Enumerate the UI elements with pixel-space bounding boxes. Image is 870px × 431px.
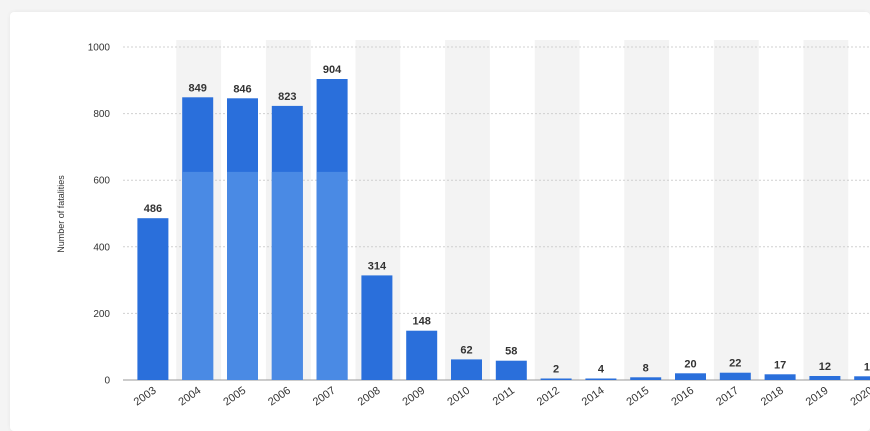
x-tick-label: 2012 (535, 385, 562, 409)
bar (361, 275, 393, 380)
data-label: 2 (553, 364, 559, 376)
x-tick-label: 2006 (266, 385, 293, 409)
bars (137, 79, 870, 381)
bar (630, 377, 662, 380)
data-label: 62 (460, 344, 472, 356)
x-tick-label: 2003 (132, 385, 159, 409)
bar-shade (271, 171, 303, 380)
bar (809, 376, 841, 380)
y-axis-label: Number of fatalities (56, 175, 66, 253)
x-tick-label: 2018 (759, 385, 786, 409)
y-tick-label: 1000 (88, 43, 111, 54)
x-axis-ticks: 2003 2004 2005 2006 2007 2008 2009 2010 2011 2012… (132, 385, 870, 409)
x-tick-label: 2019 (804, 385, 831, 409)
bar (495, 360, 527, 380)
data-label: 148 (413, 316, 431, 328)
y-axis-ticks: 0 200 400 600 800 1000 (88, 43, 111, 387)
y-tick-label: 0 (104, 376, 110, 387)
y-tick-label: 200 (93, 309, 110, 320)
x-tick-label: 2008 (356, 385, 383, 409)
bar-shade (316, 171, 348, 380)
x-tick-label: 2017 (714, 385, 741, 409)
bar (854, 376, 870, 380)
bar (540, 378, 572, 380)
bar (719, 372, 751, 380)
data-label: 20 (684, 358, 696, 370)
data-label: 849 (189, 82, 207, 94)
bar (137, 218, 169, 380)
bar (675, 373, 706, 380)
x-tick-label: 2005 (221, 385, 248, 409)
x-tick-label: 2007 (311, 385, 338, 409)
data-label: 22 (729, 358, 741, 370)
bar (406, 330, 438, 380)
data-label: 58 (505, 346, 517, 358)
data-label: 12 (819, 361, 831, 373)
y-tick-label: 800 (93, 109, 110, 120)
x-tick-label: 2015 (624, 385, 651, 409)
data-label: 17 (774, 359, 786, 371)
x-tick-label: 2016 (669, 385, 696, 409)
column-band (534, 40, 580, 380)
data-label: 11 (864, 361, 870, 373)
data-label: 823 (278, 91, 296, 103)
x-tick-label: 2014 (580, 385, 607, 409)
data-label: 904 (323, 64, 342, 76)
data-label: 846 (233, 83, 251, 95)
column-band (624, 40, 670, 380)
x-tick-label: 2009 (400, 385, 427, 409)
y-tick-label: 600 (93, 176, 110, 187)
bar-shade (227, 171, 258, 380)
data-label: 314 (368, 260, 387, 272)
bar (451, 359, 482, 380)
data-label: 4 (598, 364, 605, 376)
column-band (445, 40, 490, 380)
bar-shade (182, 171, 214, 380)
value-labels: 486 849 846 823 904 314 148 62 58 2 4 8 20 22 17 12 11 (144, 64, 870, 376)
x-tick-label: 2004 (176, 385, 203, 409)
column-bands (176, 40, 849, 380)
x-tick-label: 2010 (445, 385, 472, 409)
bar (764, 374, 796, 380)
column-band (803, 40, 849, 380)
x-tick-label: 2011 (491, 385, 517, 408)
y-tick-label: 400 (93, 242, 110, 253)
data-label: 486 (144, 203, 162, 215)
column-band (713, 40, 759, 380)
bar (585, 378, 617, 380)
x-tick-label: 2020 (848, 385, 870, 409)
data-label: 8 (643, 362, 649, 374)
